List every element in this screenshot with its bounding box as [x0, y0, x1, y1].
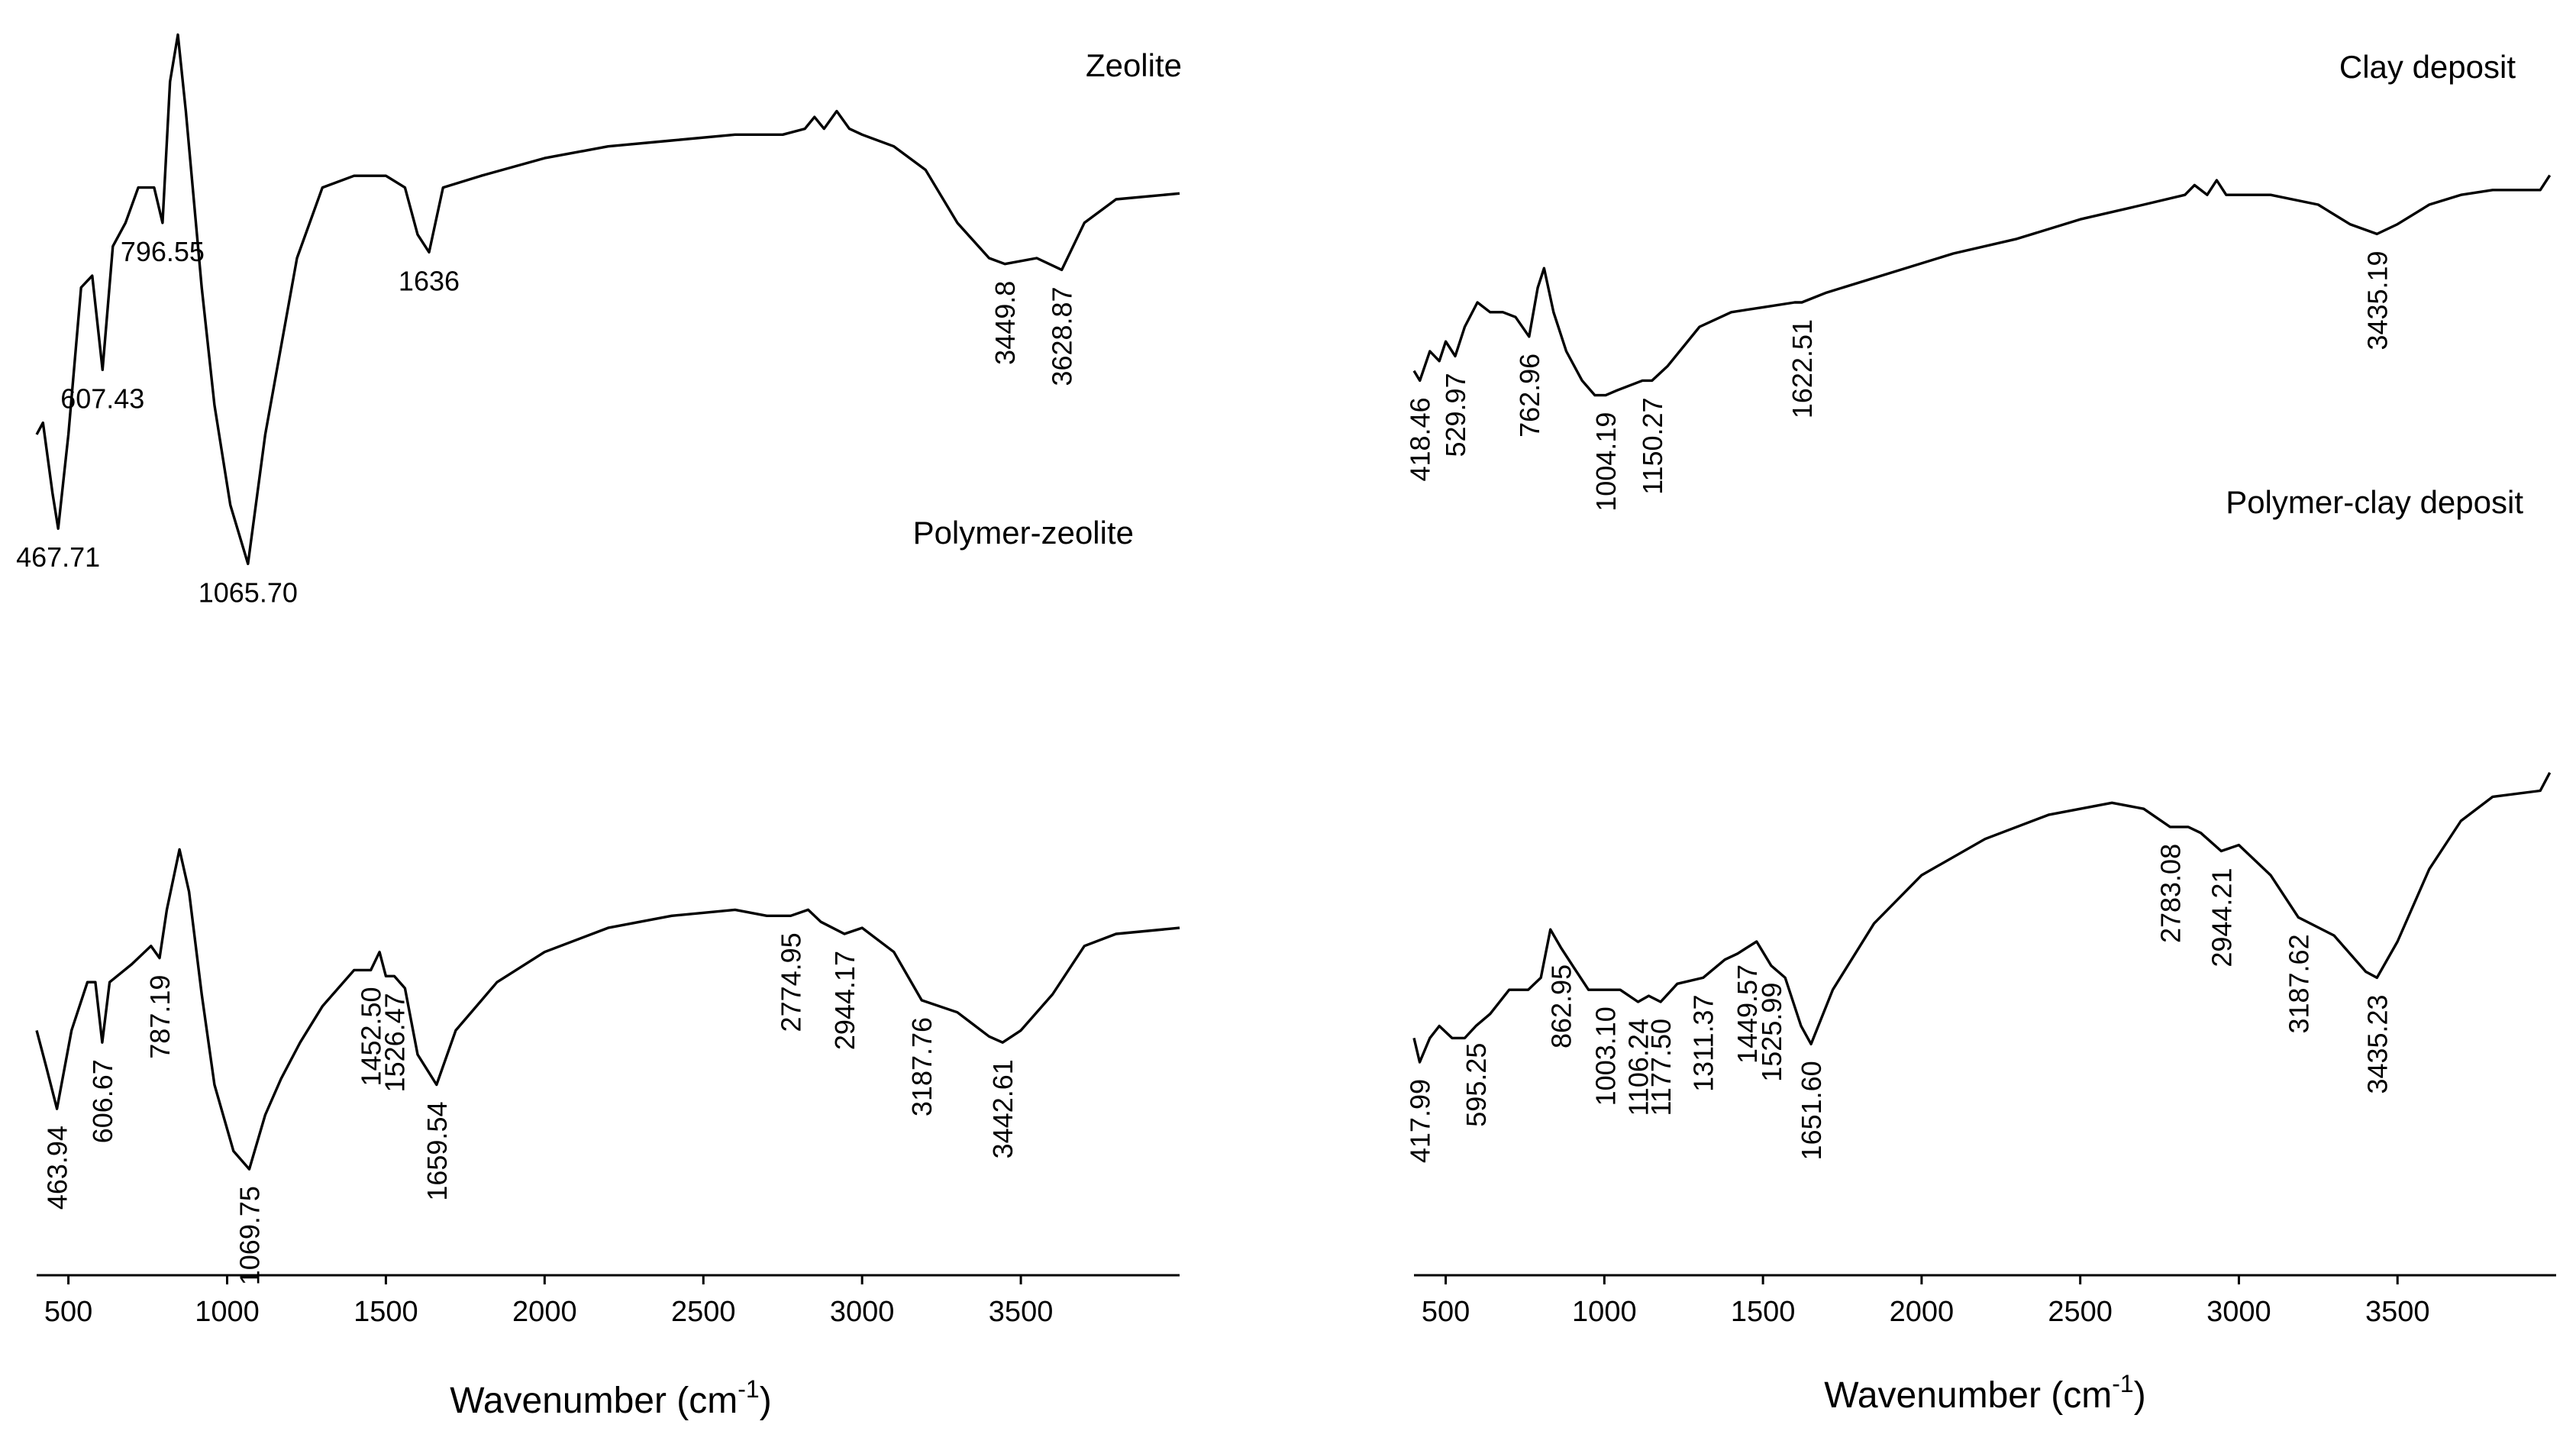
- peak-label: 418.46: [1405, 397, 1436, 481]
- peak-label: 1659.54: [421, 1102, 453, 1201]
- peak-label: 1636: [399, 265, 460, 296]
- peak-label: 1106.24: [1622, 1019, 1654, 1116]
- peak-label: 1526.47: [379, 993, 410, 1092]
- peak-label: 529.97: [1440, 373, 1471, 457]
- peak-label: 3628.87: [1047, 286, 1078, 386]
- spectrum-line: [1412, 772, 2552, 1064]
- x-tick-label: 1000: [1572, 1296, 1637, 1328]
- peak-labels: 467.71 607.43 796.55 1065.70 1636 3449.8 3628.…: [16, 236, 1078, 1285]
- peak-label: 796.55: [121, 236, 205, 267]
- series-names: Zeolite Polymer-zeolite: [913, 47, 1182, 551]
- peak-label: 3187.62: [2283, 934, 2314, 1033]
- peak-label: 1525.99: [1756, 983, 1787, 1082]
- spectrum-line: [1412, 174, 2552, 397]
- spectrum-line: [35, 848, 1180, 1171]
- x-tick-label: 3000: [830, 1296, 895, 1328]
- series-name: Clay deposit: [2339, 49, 2516, 85]
- peak-label: 1622.51: [1787, 319, 1818, 418]
- peak-label: 1177.50: [1645, 1019, 1677, 1116]
- series-name: Polymer-zeolite: [913, 515, 1134, 551]
- x-tick-label: 2000: [512, 1296, 577, 1328]
- peak-labels: 418.46 529.97 762.96 1004.19 1150.27 1622.51 3…: [1404, 250, 2393, 1163]
- peak-label: 463.94: [42, 1126, 73, 1210]
- x-axis-ticks: [1445, 1275, 2399, 1284]
- x-tick-label: 3000: [2206, 1296, 2271, 1328]
- x-tick-label: 3500: [989, 1296, 1054, 1328]
- peak-label: 2944.17: [829, 951, 860, 1050]
- series-layer: [35, 33, 1180, 1171]
- peak-label: 607.43: [60, 383, 144, 414]
- series-names: Clay deposit Polymer-clay deposit: [2226, 49, 2523, 520]
- x-tick-label: 2500: [671, 1296, 736, 1328]
- x-tick-label: 2000: [1890, 1296, 1955, 1328]
- x-tick-label: 500: [44, 1296, 92, 1328]
- panel-left: 500 1000 1500 2000 2500 3000 3500 467.71 607.43…: [16, 33, 1182, 1421]
- peak-label: 862.95: [1545, 964, 1577, 1048]
- peak-label: 2783.08: [2155, 844, 2186, 943]
- x-tick-label: 1500: [1731, 1296, 1796, 1328]
- peak-label: 2944.21: [2206, 868, 2237, 968]
- peak-label: 1004.19: [1590, 412, 1622, 512]
- peak-label: 1449.57: [1732, 964, 1763, 1064]
- x-tick-label: 3500: [2365, 1296, 2430, 1328]
- peak-label: 3435.19: [2361, 250, 2393, 350]
- series-name: Zeolite: [1086, 47, 1182, 83]
- peak-label: 3449.8: [989, 281, 1021, 365]
- panel-right: 500 1000 1500 2000 2500 3000 3500 418.46 529.97…: [1404, 49, 2556, 1416]
- peak-label: 762.96: [1514, 354, 1545, 438]
- peak-label: 1003.10: [1590, 1006, 1622, 1106]
- spectrum-line: [35, 33, 1180, 566]
- x-tick-label: 500: [1422, 1296, 1470, 1328]
- x-tick-label: 1500: [353, 1296, 418, 1328]
- x-tick-label: 2500: [2048, 1296, 2113, 1328]
- peak-label: 1065.70: [199, 577, 298, 608]
- x-axis-tick-labels: 500 1000 1500 2000 2500 3000 3500: [1422, 1296, 2430, 1328]
- peak-label: 1311.37: [1688, 994, 1719, 1091]
- peak-label: 787.19: [144, 975, 176, 1059]
- peak-label: 1452.50: [356, 987, 387, 1086]
- x-axis-ticks: [67, 1275, 1022, 1284]
- peak-label: 3187.76: [906, 1017, 938, 1116]
- x-axis-label: Wavenumber (cm-1): [450, 1375, 771, 1421]
- peak-label: 417.99: [1404, 1079, 1435, 1163]
- peak-label: 1651.60: [1796, 1061, 1827, 1160]
- peak-label: 3435.23: [2361, 994, 2393, 1093]
- x-axis-tick-labels: 500 1000 1500 2000 2500 3000 3500: [44, 1296, 1053, 1328]
- series-name: Polymer-clay deposit: [2226, 484, 2523, 520]
- peak-label: 2774.95: [776, 932, 807, 1032]
- x-axis-label: Wavenumber (cm-1): [1824, 1370, 2145, 1416]
- series-layer: [1412, 174, 2552, 1064]
- peak-label: 595.25: [1461, 1043, 1492, 1127]
- peak-label: 3442.61: [987, 1059, 1018, 1158]
- peak-label: 467.71: [16, 541, 100, 573]
- peak-label: 1150.27: [1637, 397, 1668, 494]
- peak-label: 1069.75: [234, 1186, 266, 1285]
- peak-label: 606.67: [87, 1059, 118, 1143]
- x-tick-label: 1000: [195, 1296, 260, 1328]
